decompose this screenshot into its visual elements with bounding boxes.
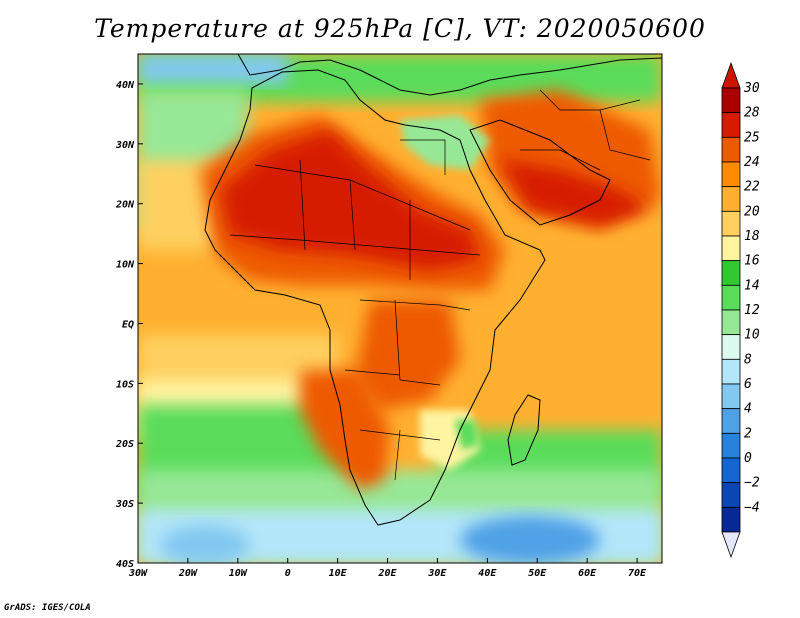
- x-tick-label: 10W: [229, 568, 248, 579]
- colorbar-swatch: [721, 358, 741, 385]
- colorbar-swatch: [721, 136, 741, 163]
- map-frame: [137, 53, 663, 564]
- colorbar-label: 30: [743, 81, 760, 96]
- y-tick-label: 20S: [115, 439, 134, 450]
- colorbar-swatch: [721, 383, 741, 410]
- y-tick-label: EQ: [122, 319, 134, 330]
- colorbar-bottom-arrow: [721, 531, 741, 559]
- europe-coastline: [237, 54, 662, 96]
- colorbar-label: 16: [744, 254, 760, 269]
- colorbar-swatch: [721, 112, 741, 138]
- border-line: [229, 234, 481, 256]
- colorbar-swatch: [721, 284, 741, 311]
- colorbar-label: 8: [744, 352, 752, 367]
- colorbar-label: 25: [744, 130, 760, 145]
- colorbar-swatch: [721, 432, 741, 459]
- field-namibia-orange: [300, 370, 390, 490]
- colorbar-label: −2: [744, 476, 760, 491]
- colorbar-label: 6: [744, 377, 752, 392]
- border-line: [359, 299, 471, 311]
- y-axis: 40N 30N 20N 10N EQ 10S 20S 30S 40S: [115, 80, 143, 570]
- colorbar-swatch: [721, 235, 741, 262]
- field-congo-orange: [355, 300, 460, 410]
- colorbar-swatch: [721, 186, 741, 212]
- x-tick-label: 50E: [528, 568, 547, 579]
- field-arabia-hot: [500, 160, 650, 225]
- border-line: [394, 299, 441, 386]
- x-tick-label: 60E: [578, 568, 597, 579]
- colorbar-swatch: [721, 334, 741, 360]
- border-line: [394, 429, 401, 481]
- y-tick-label: 20N: [115, 200, 135, 211]
- border-line: [520, 149, 601, 171]
- x-tick-label: 70E: [628, 568, 647, 579]
- arabia-coastline: [469, 119, 611, 226]
- colorbar-label: 10: [744, 328, 760, 343]
- y-tick-label: 40N: [116, 80, 135, 91]
- colorbar-top-arrow: [721, 61, 741, 89]
- colorbar-swatch: [721, 457, 741, 484]
- x-tick-label: 20E: [377, 568, 397, 579]
- africa-coastline: [204, 69, 546, 526]
- credit-text: GrADS: IGES/COLA: [4, 603, 91, 613]
- x-tick-label: 40E: [478, 568, 497, 579]
- border-line: [599, 109, 651, 161]
- border-line: [344, 369, 401, 376]
- y-tick-label: 30S: [115, 499, 134, 510]
- colorbar-swatch: [721, 87, 741, 114]
- y-tick-label: 10N: [116, 260, 135, 271]
- colorbar-label: 12: [744, 303, 760, 318]
- border-line: [254, 164, 471, 231]
- field-south-cold-core: [460, 516, 600, 563]
- border-line: [299, 159, 306, 251]
- y-tick-label: 40S: [116, 559, 134, 570]
- field-sw-cold-core: [160, 525, 250, 563]
- x-axis: 30W 20W 10W 0 10E 20E 30E 40E 50E 60E 70E: [128, 558, 647, 579]
- x-tick-label: 30E: [427, 568, 447, 579]
- colorbar-swatch: [721, 408, 741, 434]
- border-line: [400, 139, 446, 175]
- colorbar-swatch: [721, 482, 741, 508]
- field-north-blue: [138, 54, 288, 84]
- colorbar-label: 20: [744, 204, 760, 219]
- field-sahara-hot: [220, 130, 480, 270]
- country-borders: [229, 89, 651, 481]
- colorbar-label: 24: [744, 155, 760, 170]
- border-line: [349, 179, 356, 251]
- colorbar-label: 4: [744, 402, 752, 417]
- coastlines: [204, 54, 662, 526]
- x-tick-label: 10E: [329, 568, 348, 579]
- colorbar-label: 22: [744, 180, 760, 195]
- colorbar-swatch: [721, 506, 741, 533]
- y-tick-label: 10S: [116, 379, 134, 390]
- colorbar-label: 2: [744, 426, 752, 441]
- colorbar-label: 28: [744, 106, 760, 121]
- border-line: [539, 89, 641, 111]
- border-line: [359, 429, 441, 441]
- colorbar-swatch: [721, 309, 741, 336]
- y-tick-label: 30N: [115, 140, 135, 151]
- madagascar-coastline: [507, 394, 541, 466]
- colorbar-label: 0: [744, 451, 752, 466]
- temperature-field: [138, 54, 662, 563]
- x-tick-label: 30W: [128, 568, 148, 579]
- x-tick-label: 0: [285, 568, 291, 579]
- colorbar-label: 18: [744, 229, 760, 244]
- colorbar-swatch: [721, 210, 741, 237]
- colorbar-label: −4: [744, 500, 760, 515]
- x-tick-label: 20W: [178, 568, 198, 579]
- chart-title: Temperature at 925hPa [C], VT: 202005060…: [94, 14, 706, 43]
- colorbar-label: 14: [744, 278, 760, 293]
- colorbar-swatch: [721, 161, 741, 188]
- colorbar-swatch: [721, 260, 741, 286]
